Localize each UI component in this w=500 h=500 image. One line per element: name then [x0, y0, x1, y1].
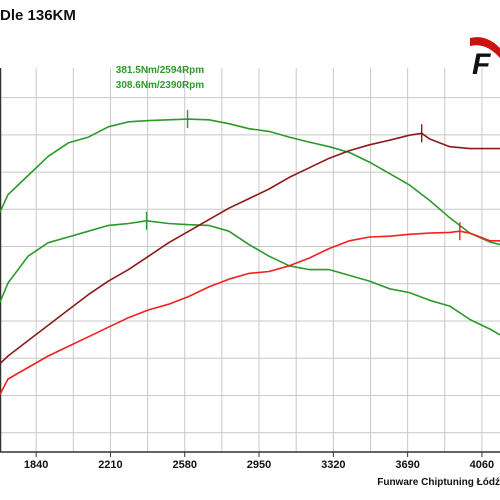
peak-annotation-2: 308.6Nm/2390Rpm: [116, 80, 204, 91]
peak-annotation-1: 381.5Nm/2594Rpm: [116, 65, 204, 76]
x-tick-label: 3320: [321, 459, 345, 471]
series-line-3: [0, 132, 500, 365]
logo-letter: F: [472, 48, 491, 81]
chart-title: Dle 136KM: [0, 7, 76, 24]
logo-swoosh: [470, 37, 500, 58]
x-tick-label: 2950: [247, 459, 271, 471]
series-line-2: [0, 220, 500, 336]
series-line-4: [0, 230, 500, 395]
series-line-1: [0, 118, 500, 246]
x-tick-label: 3690: [395, 459, 419, 471]
x-tick-label: 1840: [24, 459, 48, 471]
brand-logo-icon: F: [470, 37, 500, 81]
x-tick-label: 2210: [98, 459, 122, 471]
footer-credit: Funware Chiptuning Łódź: [377, 477, 500, 488]
x-tick-label: 2580: [172, 459, 196, 471]
x-tick-label: 4060: [470, 459, 494, 471]
